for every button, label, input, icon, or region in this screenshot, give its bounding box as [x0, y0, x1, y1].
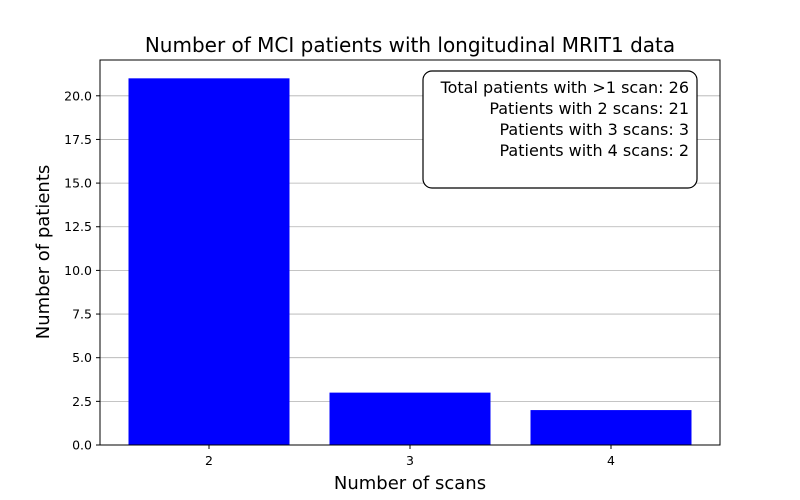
x-axis-ticks: 2 3 4 — [205, 445, 615, 468]
y-tick-label: 17.5 — [64, 132, 92, 147]
bars — [128, 78, 692, 445]
bar-3-scans — [329, 392, 491, 445]
x-axis-label: Number of scans — [334, 473, 486, 494]
annotation-line-4-scans: Patients with 4 scans: 2 — [500, 141, 690, 160]
y-axis-ticks: 0.0 2.5 5.0 7.5 10.0 12.5 15.0 17.5 20.0 — [64, 88, 100, 453]
annotation-line-2-scans: Patients with 2 scans: 21 — [489, 99, 689, 118]
x-tick-label: 2 — [205, 453, 213, 468]
y-tick-label: 12.5 — [64, 219, 92, 234]
y-tick-label: 5.0 — [72, 350, 92, 365]
y-tick-label: 7.5 — [72, 307, 92, 322]
annotation-line-total: Total patients with >1 scan: 26 — [440, 78, 689, 97]
x-tick-label: 3 — [406, 453, 414, 468]
annotation-line-3-scans: Patients with 3 scans: 3 — [500, 120, 690, 139]
annotation-box-frame — [422, 70, 698, 189]
y-tick-label: 2.5 — [72, 394, 92, 409]
chart-title: Number of MCI patients with longitudinal… — [145, 33, 675, 57]
y-axis-label: Number of patients — [33, 165, 54, 340]
y-tick-label: 20.0 — [64, 88, 92, 103]
y-tick-label: 15.0 — [64, 176, 92, 191]
x-tick-label: 4 — [607, 453, 615, 468]
y-tick-label: 0.0 — [72, 438, 92, 453]
bar-4-scans — [530, 410, 692, 445]
annotation-box: Total patients with >1 scan: 26 Patients… — [422, 70, 698, 189]
bar-2-scans — [128, 78, 290, 445]
y-tick-label: 10.0 — [64, 263, 92, 278]
